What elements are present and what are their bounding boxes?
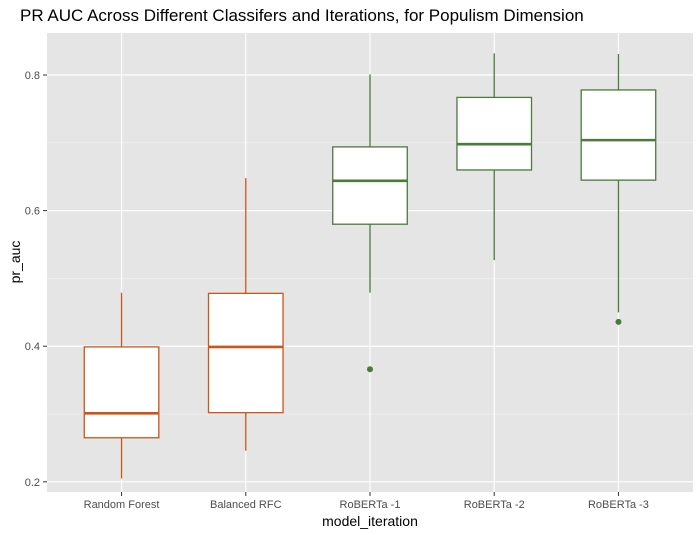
box-5 xyxy=(580,54,657,325)
x-tick-label: Balanced RFC xyxy=(210,499,282,511)
box-iqr xyxy=(332,146,408,225)
x-axis-title: model_iteration xyxy=(322,513,418,529)
y-tick-label: 0.8 xyxy=(25,70,40,82)
box-3 xyxy=(332,74,408,373)
box-2 xyxy=(207,178,284,451)
x-tick-label: RoBERTa -1 xyxy=(340,499,401,511)
box-series xyxy=(83,53,657,479)
y-tick-label: 0.6 xyxy=(25,206,40,218)
box-iqr xyxy=(580,89,657,181)
y-tick-label: 0.4 xyxy=(25,341,40,353)
outlier-point xyxy=(367,366,373,373)
box-1 xyxy=(83,292,160,479)
box-iqr xyxy=(207,292,284,414)
chart-title: PR AUC Across Different Classifers and I… xyxy=(20,6,584,25)
outlier-point xyxy=(615,318,622,325)
x-tick-label: Random Forest xyxy=(84,499,160,511)
y-tick-label: 0.2 xyxy=(25,477,40,489)
box-4 xyxy=(456,53,533,261)
y-axis: 0.2 0.4 0.6 0.8 xyxy=(25,70,47,489)
x-tick-label: RoBERTa -2 xyxy=(464,499,525,511)
box-iqr xyxy=(456,96,533,171)
x-tick-label: RoBERTa -3 xyxy=(588,499,649,511)
y-axis-title: pr_auc xyxy=(7,241,23,284)
x-axis: Random Forest Balanced RFC RoBERTa -1 RoBER… xyxy=(84,492,649,511)
box-iqr xyxy=(83,346,160,439)
